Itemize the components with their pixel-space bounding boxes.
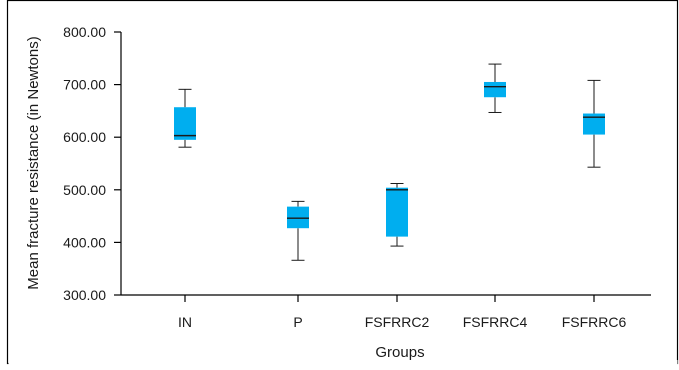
iqr-box xyxy=(484,81,506,98)
y-tick-label: 500.00 xyxy=(63,182,106,198)
x-axis-ticks: IN P FSFRRC2 FSFRRC4 FSFRRC6 xyxy=(178,295,626,330)
box-p xyxy=(287,200,309,261)
boxes-layer xyxy=(174,63,605,261)
iqr-box xyxy=(386,187,408,237)
outer-frame-bottom-mask xyxy=(8,360,678,365)
y-tick-label: 300.00 xyxy=(63,287,106,303)
iqr-box xyxy=(287,206,309,229)
box-fsfrrc2 xyxy=(386,182,408,247)
iqr-box xyxy=(174,107,196,140)
x-tick-label: IN xyxy=(178,314,192,330)
y-tick-label: 700.00 xyxy=(63,77,106,93)
y-axis-label: Mean fracture resistance (in Newtons) xyxy=(25,36,42,289)
y-tick-label: 600.00 xyxy=(63,129,106,145)
iqr-box xyxy=(583,113,605,135)
box-in xyxy=(174,88,196,148)
outer-frame xyxy=(6,0,679,365)
x-axis-label: Groups xyxy=(375,344,424,361)
y-tick-label: 400.00 xyxy=(63,234,106,250)
y-tick-label: 800.00 xyxy=(63,24,106,40)
box-fsfrrc4 xyxy=(484,63,506,113)
y-axis-ticks: 300.00 400.00 500.00 600.00 700.00 800.00 xyxy=(63,24,121,303)
x-tick-label: FSFRRC2 xyxy=(365,314,430,330)
x-tick-label: FSFRRC6 xyxy=(562,314,627,330)
x-tick-label: P xyxy=(293,314,302,330)
box-fsfrrc6 xyxy=(583,79,605,168)
x-tick-label: FSFRRC4 xyxy=(463,314,528,330)
